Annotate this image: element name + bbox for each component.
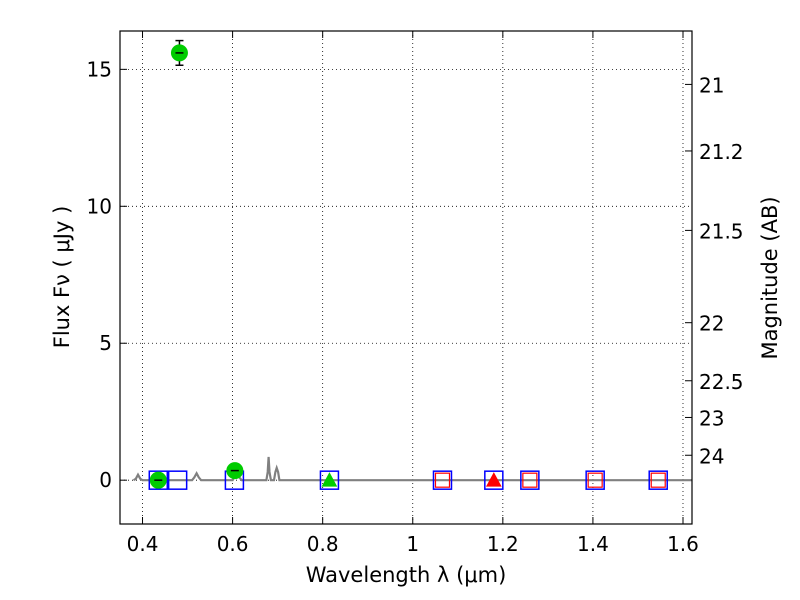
plot-frame [119,30,693,525]
x-tick-label: 0.8 [307,532,339,556]
upper-limit-marker [321,472,338,487]
band-square-marker [585,470,605,490]
magnitude-tick-label: 21.5 [699,219,744,243]
magnitude-tick-label: 21.2 [699,140,744,164]
x-axis-label: Wavelength λ (μm) [306,563,507,587]
band-square-marker [432,470,453,490]
band-square-marker [167,470,188,490]
upper-limit-marker [485,472,502,487]
axes-layer: 0.4 0.6 0.8 1 1.2 1.4 1.6 0 5 10 15 21 21.2 21.5 22 22.… [87,31,744,556]
x-tick-label: 1.6 [667,532,699,556]
x-tick-label: 0.4 [127,532,159,556]
band-square-marker [148,470,169,490]
grid-lines [120,31,692,524]
y-tick-label: 5 [99,331,112,355]
magnitude-tick-label: 21 [699,73,724,97]
band-square-marker [484,470,504,490]
x-tick-label: 1.4 [577,532,609,556]
magnitude-tick-label: 22 [699,312,724,336]
band-square-inner-marker [650,472,666,488]
y-axis-right-label: Magnitude (AB) [758,196,782,359]
band-square-inner-marker [434,472,451,488]
spectrum-line [132,456,692,482]
band-square-marker [520,470,540,490]
band-square-inner-marker [522,472,538,488]
band-square-marker [319,470,340,490]
y-axis-left-label: Flux Fν ( μJy ) [50,206,74,349]
x-tick-label: 0.6 [217,532,249,556]
magnitude-tick-label: 24 [699,444,724,468]
magnitude-tick-label: 22.5 [699,370,744,394]
series-layer [132,39,692,490]
x-tick-label: 1.2 [487,532,519,556]
x-tick-label: 1 [406,532,419,556]
band-square-marker [648,470,668,490]
magnitude-tick-label: 23 [699,406,724,430]
y-tick-label: 10 [87,194,112,218]
y-tick-label: 15 [87,57,112,81]
y-tick-label: 0 [99,468,112,492]
band-square-inner-marker [587,472,603,488]
